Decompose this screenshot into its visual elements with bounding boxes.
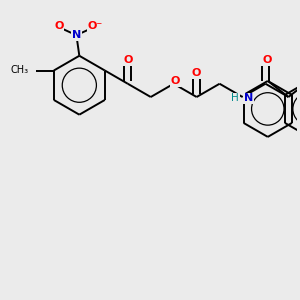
Text: H: H	[231, 94, 239, 103]
Text: N: N	[72, 30, 81, 40]
Text: O⁻: O⁻	[88, 21, 103, 31]
Text: N: N	[244, 94, 253, 103]
Text: O: O	[170, 76, 180, 86]
Text: CH₃: CH₃	[11, 65, 29, 76]
Text: O: O	[192, 68, 201, 78]
Text: O: O	[123, 55, 133, 65]
Text: O: O	[54, 21, 63, 31]
Text: O: O	[262, 55, 272, 65]
